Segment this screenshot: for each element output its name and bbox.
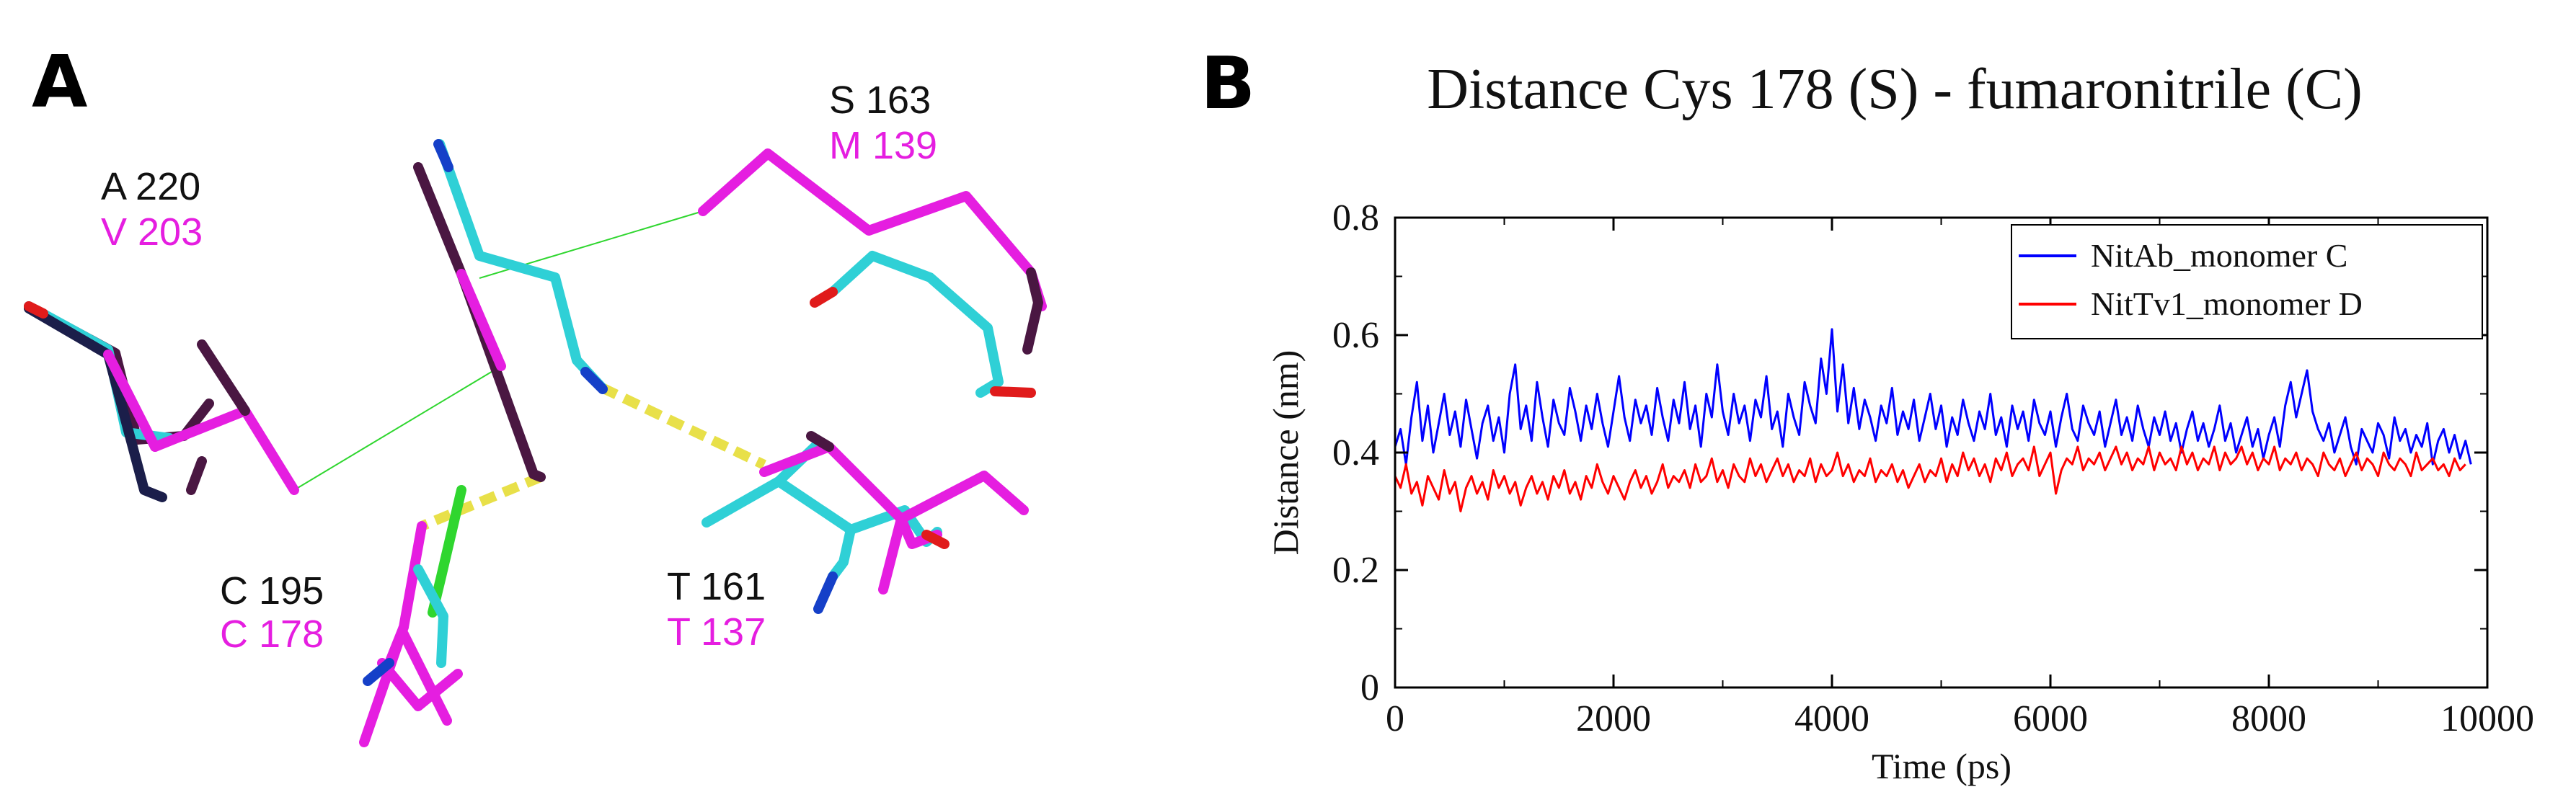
magenta-stick	[878, 514, 906, 595]
residue-label-secondary: T 137	[667, 610, 766, 654]
x-tick-label: 0	[1386, 698, 1404, 739]
series-line-nittv1-monomer-d	[1394, 445, 2466, 512]
nitrogen-stick	[813, 571, 838, 614]
magenta-stick	[456, 269, 506, 371]
cyan-stick	[774, 476, 856, 582]
hbond-dash	[599, 383, 767, 470]
ticks-layer: 0 2000 4000 6000 8000 10000 0 0.2 0.4 0.6 0.8	[1332, 197, 2534, 739]
backbone-stick	[806, 431, 834, 452]
residue-a220-sticks	[24, 301, 299, 502]
series-layer	[1394, 328, 2472, 512]
contact-line	[293, 365, 502, 491]
panel-a-letter: A	[32, 40, 87, 124]
y-tick-label: 0.4	[1332, 432, 1379, 473]
magenta-stick	[698, 148, 1047, 311]
x-tick-label: 6000	[2013, 698, 2088, 739]
cyan-stick	[413, 564, 448, 668]
legend-label: NitTv1_monomer D	[2091, 285, 2363, 322]
oxygen-stick	[24, 301, 48, 319]
magenta-stick	[359, 622, 409, 747]
y-tick-label: 0	[1360, 667, 1379, 708]
magenta-stick	[377, 658, 463, 711]
magenta-stick	[759, 442, 1029, 524]
residue-s163-sticks	[698, 148, 1047, 398]
chart-plot: 0 2000 4000 6000 8000 10000 0 0.2 0.4 0.6 0.8	[1332, 197, 2534, 739]
series-line-nitab-monomer-c	[1394, 328, 2472, 466]
x-tick-label: 8000	[2231, 698, 2306, 739]
cyan-stick	[435, 139, 607, 393]
central-sticks	[413, 139, 608, 482]
panel-b: B Distance Cys 178 (S) - fumaronitrile (…	[1200, 41, 2534, 786]
y-tick-label: 0.6	[1332, 315, 1379, 356]
nitrogen-stick	[433, 139, 453, 172]
hbond-dashes	[420, 383, 767, 531]
oxygen-stick	[921, 530, 950, 549]
y-axis-label: Distance (nm)	[1265, 350, 1306, 556]
hbond-dash	[420, 472, 543, 531]
residue-t161-sticks	[701, 431, 1029, 614]
dark-stick	[24, 303, 167, 502]
residue-label-secondary: V 203	[101, 210, 203, 254]
magenta-stick	[103, 350, 160, 452]
residue-label-primary: A 220	[101, 165, 200, 208]
residue-labels: A 220 V 203 S 163 M 139 C 195 C 178 T 16…	[101, 79, 937, 656]
legend-box	[2011, 224, 2483, 339]
nitrogen-stick	[363, 658, 394, 686]
legend-label: NitAb_monomer C	[2091, 237, 2347, 274]
backbone-stick	[1022, 267, 1043, 355]
oxygen-stick	[990, 386, 1036, 398]
x-axis-label: Time (ps)	[1872, 746, 2011, 786]
residue-label-primary: S 163	[829, 79, 931, 122]
residue-c195-sticks	[359, 485, 466, 747]
backbone-stick	[413, 162, 546, 482]
x-tick-label: 2000	[1576, 698, 1651, 739]
y-tick-label: 0.2	[1332, 550, 1379, 591]
chart-legend: NitAb_monomer C NitTv1_monomer D	[2011, 224, 2483, 339]
cyan-stick	[828, 251, 1004, 398]
backbone-stick	[197, 339, 250, 416]
y-tick-label: 0.8	[1332, 197, 1379, 239]
magenta-stick	[399, 629, 452, 726]
x-tick-label: 10000	[2440, 698, 2534, 739]
residue-label-primary: C 195	[220, 569, 324, 613]
residue-label-secondary: C 178	[220, 613, 324, 656]
panel-a: A	[24, 40, 1047, 747]
nitrogen-stick	[580, 367, 608, 394]
chart-title: Distance Cys 178 (S) - fumaronitrile (C)	[1427, 58, 2363, 121]
oxygen-stick	[810, 287, 838, 308]
residue-label-secondary: M 139	[829, 124, 937, 167]
backbone-stick	[186, 456, 207, 495]
x-tick-label: 4000	[1794, 698, 1869, 739]
residue-label-primary: T 161	[667, 565, 766, 608]
panel-b-letter: B	[1200, 41, 1255, 125]
magenta-stick	[150, 406, 299, 495]
